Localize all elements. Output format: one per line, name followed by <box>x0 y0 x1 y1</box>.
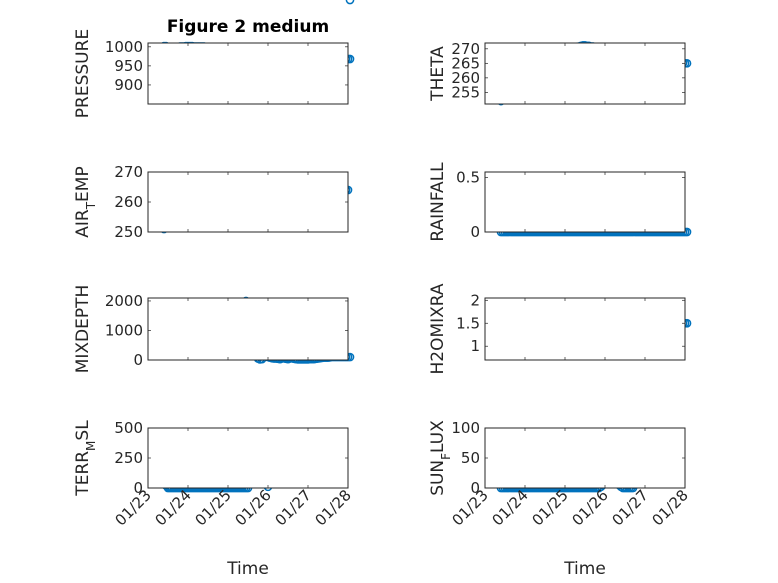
y-axis-label: THETA <box>428 46 448 102</box>
x-tick-label: 01/25 <box>529 486 572 529</box>
x-tick-label: 01/25 <box>192 486 235 529</box>
y-tick-label: 1000 <box>105 321 143 339</box>
axes-frame <box>484 297 686 361</box>
y-axis-label: TERRMSL <box>73 420 98 497</box>
data-point <box>345 0 355 5</box>
y-tick-label: 265 <box>451 54 480 72</box>
x-tick-label: 01/28 <box>312 486 355 529</box>
y-tick-label: 950 <box>114 57 143 75</box>
x-axis <box>147 298 349 360</box>
y-axis-label-main: TERR <box>73 451 93 497</box>
y-axis: 250 260 270 <box>114 163 348 241</box>
y-tick-label: 270 <box>451 40 480 58</box>
y-tick-label: 260 <box>114 193 143 211</box>
x-tick-label: 01/24 <box>489 486 532 529</box>
y-axis: 00.5 <box>456 168 685 241</box>
x-axis <box>147 172 349 232</box>
y-tick-label: 2000 <box>105 292 143 310</box>
chart-title: Figure 2 medium <box>167 17 329 37</box>
y-axis-label-rest: LUX <box>428 420 448 453</box>
y-tick-label: 0 <box>133 479 143 497</box>
y-axis: 0 50 100 <box>451 419 685 497</box>
axes-terr_msl: 01/2301/2401/2501/2601/2701/280250500TER… <box>73 419 355 579</box>
y-axis-label: SUNFLUX <box>428 420 453 496</box>
y-axis-label: H2OMIXRA <box>428 283 448 374</box>
axes-frame <box>147 427 349 489</box>
y-axis-label-subscript: T <box>84 201 98 210</box>
y-axis-label-subscript: F <box>439 453 453 460</box>
y-tick-label: 2 <box>470 291 480 309</box>
y-tick-label: 0 <box>470 223 480 241</box>
y-tick-label: 1000 <box>105 38 143 56</box>
x-tick-label: 01/26 <box>232 486 275 529</box>
y-tick-label: 100 <box>451 419 480 437</box>
y-axis-label: PRESSURE <box>73 29 93 118</box>
y-axis-label: MIXDEPTH <box>73 285 93 374</box>
x-axis <box>484 43 686 104</box>
axes-air_temp: 250 260 270 AIRTEMP <box>73 0 355 241</box>
y-tick-label: 1 <box>470 337 480 355</box>
y-axis-label-main: SUN <box>428 460 448 496</box>
y-axis: 0 250 500 <box>114 419 348 497</box>
y-tick-label: 0 <box>470 479 480 497</box>
y-tick-label: 0 <box>133 351 143 369</box>
y-axis: 11.52 <box>456 291 685 355</box>
x-axis-label: Time <box>563 559 606 579</box>
axes-mixdepth: 0 1000 2000 MIXDEPTH <box>73 285 355 374</box>
y-tick-label: 1.5 <box>456 314 480 332</box>
x-axis <box>147 43 349 104</box>
y-tick-label: 250 <box>114 223 143 241</box>
x-axis <box>484 172 686 232</box>
y-tick-label: 900 <box>114 76 143 94</box>
y-axis-label-main: AIR <box>73 209 93 238</box>
axes-frame <box>147 171 349 233</box>
x-tick-label: 01/28 <box>649 486 692 529</box>
y-tick-label: 0.5 <box>456 168 480 186</box>
y-tick-label: 255 <box>451 83 480 101</box>
axes-frame <box>147 42 349 105</box>
x-tick-label: 01/27 <box>609 486 652 529</box>
y-tick-label: 270 <box>114 163 143 181</box>
y-tick-label: 50 <box>461 449 480 467</box>
y-axis: 0 1000 2000 <box>105 292 348 369</box>
x-axis <box>484 298 686 360</box>
y-axis-label: AIRTEMP <box>73 166 98 237</box>
y-tick-label: 500 <box>114 419 143 437</box>
y-tick-label: 260 <box>451 69 480 87</box>
y-axis-label-rest: EMP <box>73 166 93 202</box>
y-tick-label: 250 <box>114 449 143 467</box>
axes-frame <box>484 42 686 105</box>
y-axis-label-rest: SL <box>73 420 93 441</box>
axes-frame <box>484 171 686 233</box>
y-axis-label: RAINFALL <box>428 162 448 242</box>
x-tick-label: 01/24 <box>152 486 195 529</box>
x-tick-label: 01/27 <box>272 486 315 529</box>
axes-frame <box>147 297 349 361</box>
axes-sun_flux: 01/2301/2401/2501/2601/2701/28050100SUNF… <box>428 419 692 579</box>
x-tick-label: 01/26 <box>569 486 612 529</box>
x-axis-label: Time <box>226 559 269 579</box>
y-axis-label-subscript: M <box>84 441 98 451</box>
axes-frame <box>484 427 686 489</box>
